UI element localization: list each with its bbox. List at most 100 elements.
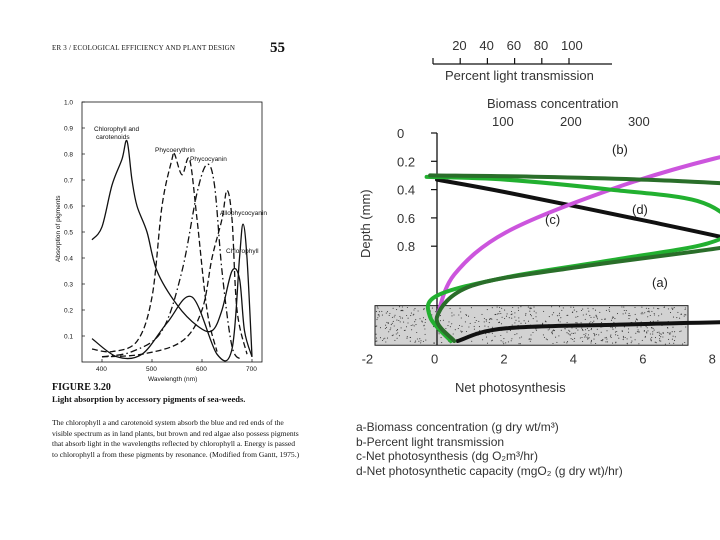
sediment-dot <box>424 333 426 335</box>
sediment-dot <box>600 321 603 324</box>
sediment-dot <box>652 320 654 322</box>
sediment-dot <box>496 306 498 308</box>
sediment-dot <box>435 311 437 313</box>
sediment-dot <box>468 326 470 328</box>
sediment-dot <box>415 340 417 342</box>
sediment-dot <box>530 334 532 336</box>
sediment-dot <box>384 327 386 329</box>
sediment-dot <box>594 309 597 311</box>
sediment-dot <box>559 321 561 323</box>
sediment-dot <box>535 312 537 314</box>
sediment-dot <box>399 315 401 318</box>
sediment-dot <box>679 331 681 333</box>
sediment-dot <box>600 331 602 333</box>
sediment-dot <box>649 314 651 317</box>
sediment-dot <box>384 337 386 339</box>
depth-tick-label: 0.4 <box>397 183 415 198</box>
sediment-dot <box>459 307 461 309</box>
sediment-dot <box>518 320 520 322</box>
sediment-dot <box>587 307 589 309</box>
sediment-dot <box>413 325 415 327</box>
sediment-dot <box>658 334 660 337</box>
sediment-dot <box>588 310 590 312</box>
sediment-dot <box>457 327 459 330</box>
sediment-dot <box>658 315 660 317</box>
sediment-dot <box>385 326 388 328</box>
sediment-dot <box>660 336 662 338</box>
net-photosynthesis-tick-label: 2 <box>500 351 507 366</box>
sediment-dot <box>451 312 453 314</box>
sediment-dot <box>651 310 653 312</box>
sediment-dot <box>574 332 576 334</box>
sediment-dot <box>645 326 647 328</box>
sediment-dot <box>573 340 575 342</box>
sediment-dot <box>588 322 591 324</box>
sediment-dot <box>560 329 562 331</box>
sediment-dot <box>662 331 664 334</box>
sediment-dot <box>478 326 480 328</box>
sediment-dot <box>625 310 627 312</box>
sediment-dot <box>567 314 569 316</box>
sediment-dot <box>393 325 395 327</box>
legend-item-d: d-Net photosynthetic capacity (mgO₂ (g d… <box>356 463 623 478</box>
sediment-dot <box>577 329 579 331</box>
sediment-dot <box>491 332 493 334</box>
sediment-dot <box>379 337 382 339</box>
net-photosynthesis-tick-label: 8 <box>709 351 716 366</box>
sediment-dot <box>465 314 468 317</box>
sediment-dot <box>398 335 400 337</box>
sediment-dot <box>520 306 522 308</box>
sediment-dot <box>646 327 648 329</box>
sediment-dot <box>638 330 640 332</box>
absorption-figure-panel: ER 3 / ECOLOGICAL EFFICIENCY AND PLANT D… <box>0 0 300 540</box>
y-tick-label: 0.6 <box>64 204 73 211</box>
y-tick-label: 0.8 <box>64 152 73 159</box>
sediment-dot <box>496 313 498 315</box>
sediment-dot <box>606 341 609 343</box>
sediment-dot <box>561 309 563 311</box>
sediment-dot <box>511 324 513 326</box>
sediment-dot <box>575 316 577 318</box>
sediment-dot <box>685 326 687 328</box>
sediment-dot <box>610 334 612 336</box>
sediment-dot <box>381 310 383 312</box>
sediment-dot <box>667 327 669 329</box>
sediment-dot <box>532 331 534 334</box>
sediment-dot <box>375 311 377 313</box>
sediment-dot <box>610 336 612 339</box>
figure-caption-body: The chlorophyll a and carotenoid system … <box>52 418 300 459</box>
sediment-dot <box>547 329 549 331</box>
sediment-dot <box>425 319 427 321</box>
sediment-dot <box>503 343 505 345</box>
sediment-dot <box>417 310 419 312</box>
sediment-dot <box>385 324 387 326</box>
sediment-dot <box>611 327 613 329</box>
sediment-dot <box>628 315 630 317</box>
sediment-dot <box>529 314 532 316</box>
sediment-dot <box>596 318 599 320</box>
sediment-dot <box>425 339 427 341</box>
sediment-dot <box>562 307 564 309</box>
sediment-dot <box>414 341 416 343</box>
sediment-dot <box>508 317 510 319</box>
sediment-dot <box>485 320 487 322</box>
sediment-dot <box>447 325 449 327</box>
sediment-dot <box>556 341 558 343</box>
sediment-dot <box>604 337 606 339</box>
sediment-dot <box>388 331 390 333</box>
sediment-dot <box>571 327 573 329</box>
sediment-dot <box>475 319 477 322</box>
sediment-dot <box>506 331 508 333</box>
sediment-dot <box>391 335 393 337</box>
sediment-dot <box>405 326 408 328</box>
sediment-dot <box>608 307 611 309</box>
sediment-dot <box>613 321 615 323</box>
sediment-dot <box>595 333 597 335</box>
sediment-dot <box>636 326 638 328</box>
sediment-dot <box>393 316 395 318</box>
sediment-dot <box>377 307 379 309</box>
depth-legend: a-Biomass concentration (g dry wt/m³) b-… <box>356 420 623 478</box>
sediment-dot <box>670 332 672 334</box>
sediment-dot <box>654 341 656 343</box>
